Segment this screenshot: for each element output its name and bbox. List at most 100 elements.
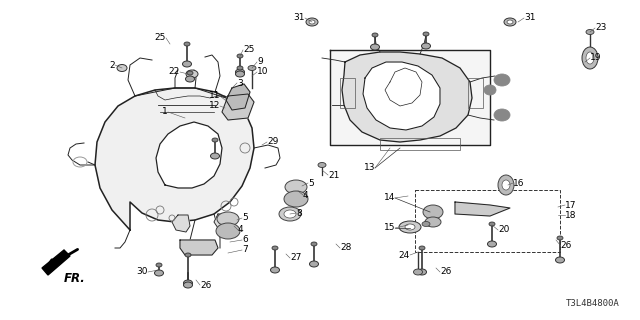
Ellipse shape bbox=[306, 18, 318, 26]
Bar bbox=[468, 78, 483, 108]
Text: 1: 1 bbox=[163, 108, 168, 116]
Ellipse shape bbox=[309, 20, 315, 24]
Text: 25: 25 bbox=[243, 45, 254, 54]
Text: 6: 6 bbox=[242, 236, 248, 244]
Ellipse shape bbox=[422, 221, 430, 227]
Ellipse shape bbox=[423, 205, 443, 219]
Text: 12: 12 bbox=[209, 101, 220, 110]
Ellipse shape bbox=[502, 180, 510, 190]
Ellipse shape bbox=[217, 212, 239, 226]
Ellipse shape bbox=[187, 71, 193, 75]
Text: 5: 5 bbox=[242, 213, 248, 222]
Text: 13: 13 bbox=[364, 164, 375, 172]
Ellipse shape bbox=[423, 32, 429, 36]
Ellipse shape bbox=[182, 61, 191, 67]
Ellipse shape bbox=[310, 261, 319, 267]
Text: 9: 9 bbox=[257, 58, 263, 67]
Ellipse shape bbox=[489, 222, 495, 226]
Ellipse shape bbox=[371, 44, 380, 50]
Polygon shape bbox=[156, 122, 222, 188]
Text: 24: 24 bbox=[399, 251, 410, 260]
Text: 10: 10 bbox=[257, 68, 269, 76]
Ellipse shape bbox=[494, 74, 510, 86]
Ellipse shape bbox=[417, 269, 426, 275]
Ellipse shape bbox=[184, 282, 193, 288]
Text: 17: 17 bbox=[565, 201, 577, 210]
Text: 3: 3 bbox=[237, 78, 243, 87]
Text: 21: 21 bbox=[328, 171, 339, 180]
Ellipse shape bbox=[236, 71, 244, 77]
Polygon shape bbox=[214, 214, 232, 230]
Text: 23: 23 bbox=[595, 23, 606, 33]
Ellipse shape bbox=[507, 20, 513, 24]
Text: 2: 2 bbox=[109, 60, 115, 69]
Polygon shape bbox=[42, 250, 70, 275]
Polygon shape bbox=[226, 84, 250, 110]
Text: 4: 4 bbox=[303, 190, 308, 199]
Ellipse shape bbox=[184, 42, 190, 46]
Ellipse shape bbox=[425, 217, 441, 227]
Ellipse shape bbox=[237, 66, 243, 70]
Bar bbox=[380, 138, 460, 150]
Ellipse shape bbox=[586, 52, 594, 64]
Text: 14: 14 bbox=[383, 194, 395, 203]
Text: FR.: FR. bbox=[64, 272, 86, 285]
Text: 8: 8 bbox=[296, 209, 301, 218]
Ellipse shape bbox=[285, 180, 307, 194]
Ellipse shape bbox=[484, 85, 496, 95]
Ellipse shape bbox=[272, 246, 278, 250]
Ellipse shape bbox=[236, 69, 244, 75]
Text: 4: 4 bbox=[238, 226, 244, 235]
Polygon shape bbox=[342, 52, 472, 142]
Ellipse shape bbox=[279, 207, 301, 221]
Ellipse shape bbox=[248, 66, 256, 70]
Ellipse shape bbox=[284, 210, 296, 218]
Polygon shape bbox=[455, 202, 510, 216]
Ellipse shape bbox=[212, 138, 218, 142]
Text: 15: 15 bbox=[383, 223, 395, 233]
Ellipse shape bbox=[184, 280, 193, 286]
Polygon shape bbox=[172, 215, 190, 232]
Text: 25: 25 bbox=[155, 34, 166, 43]
Text: 22: 22 bbox=[169, 68, 180, 76]
Text: 19: 19 bbox=[590, 53, 602, 62]
Ellipse shape bbox=[399, 221, 421, 233]
Text: 31: 31 bbox=[294, 13, 305, 22]
Text: 28: 28 bbox=[340, 244, 351, 252]
Text: 30: 30 bbox=[136, 268, 148, 276]
Ellipse shape bbox=[582, 47, 598, 69]
Text: 5: 5 bbox=[308, 179, 314, 188]
Ellipse shape bbox=[494, 109, 510, 121]
Ellipse shape bbox=[186, 76, 195, 82]
Ellipse shape bbox=[504, 18, 516, 26]
Ellipse shape bbox=[117, 65, 127, 71]
Ellipse shape bbox=[422, 43, 431, 49]
Ellipse shape bbox=[419, 246, 425, 250]
Ellipse shape bbox=[586, 29, 594, 35]
Ellipse shape bbox=[405, 224, 415, 230]
Bar bbox=[415, 190, 560, 252]
Bar bbox=[340, 78, 355, 108]
Ellipse shape bbox=[557, 236, 563, 240]
Ellipse shape bbox=[216, 223, 240, 239]
Text: T3L4B4800A: T3L4B4800A bbox=[566, 299, 620, 308]
Ellipse shape bbox=[271, 267, 280, 273]
Text: 26: 26 bbox=[560, 241, 572, 250]
Polygon shape bbox=[222, 94, 254, 120]
Ellipse shape bbox=[186, 70, 198, 78]
Polygon shape bbox=[95, 88, 254, 230]
Ellipse shape bbox=[156, 263, 162, 267]
Text: 26: 26 bbox=[200, 281, 211, 290]
Polygon shape bbox=[330, 50, 490, 145]
Ellipse shape bbox=[318, 163, 326, 167]
Ellipse shape bbox=[556, 257, 564, 263]
Text: 26: 26 bbox=[440, 268, 451, 276]
Text: 27: 27 bbox=[290, 253, 301, 262]
Text: 11: 11 bbox=[209, 92, 220, 100]
Ellipse shape bbox=[498, 175, 514, 195]
Text: 20: 20 bbox=[498, 226, 509, 235]
Ellipse shape bbox=[413, 269, 422, 275]
Text: 7: 7 bbox=[242, 245, 248, 254]
Ellipse shape bbox=[211, 153, 220, 159]
Ellipse shape bbox=[488, 241, 497, 247]
